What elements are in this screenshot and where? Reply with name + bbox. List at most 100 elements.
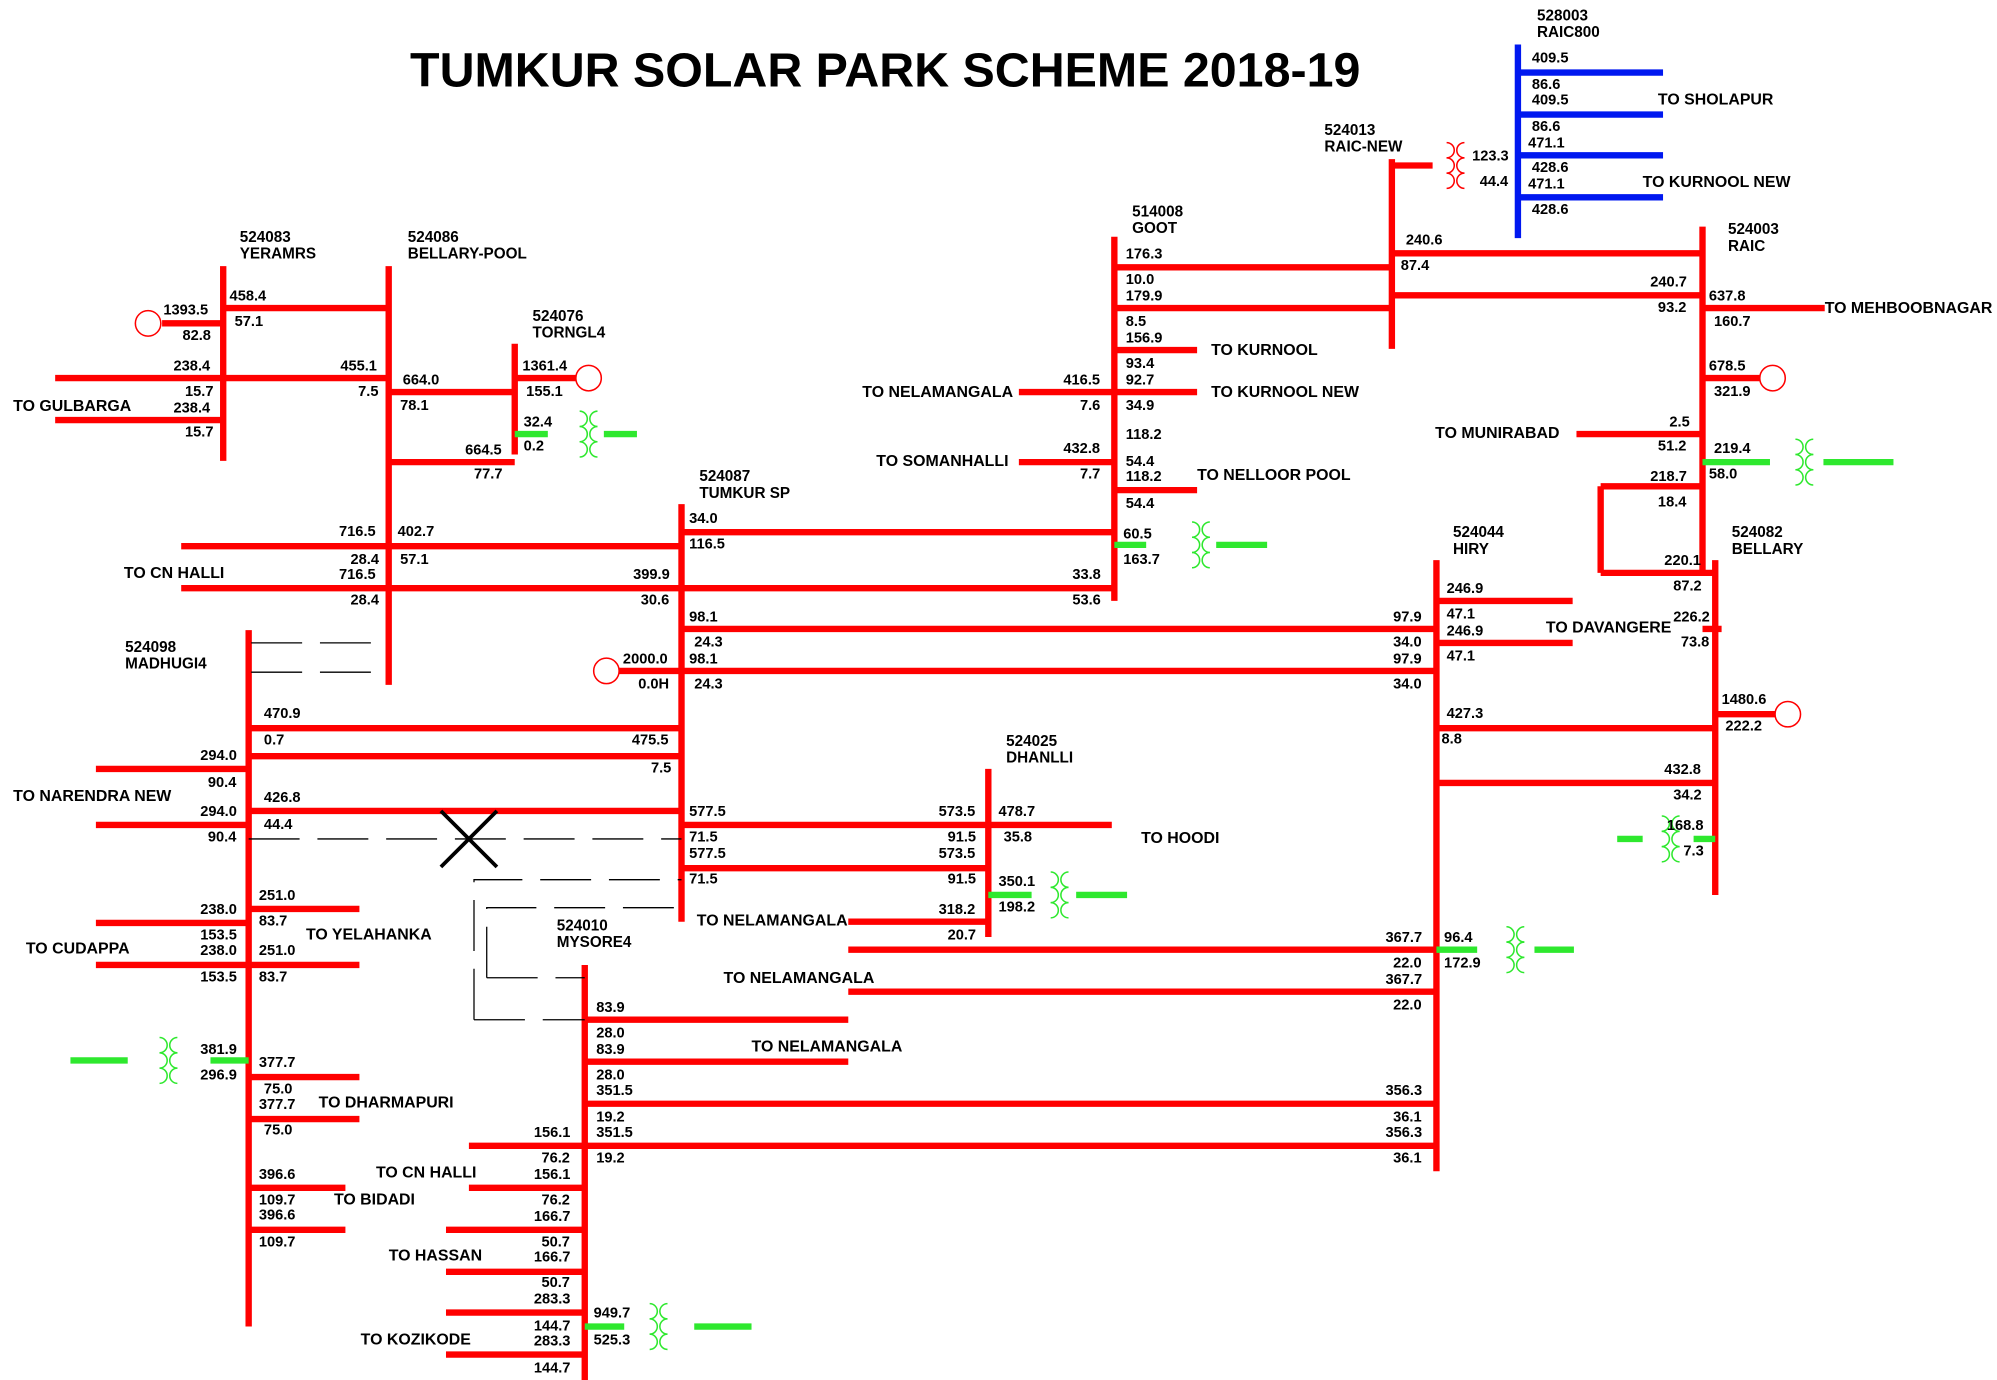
flow-value: 220.1 <box>1664 553 1701 569</box>
flow-value: 35.8 <box>1004 829 1032 845</box>
flow-value: 75.0 <box>264 1082 292 1098</box>
flow-value: 36.1 <box>1393 1110 1421 1126</box>
flow-value: 144.7 <box>534 1318 571 1334</box>
bus-number: 524044 <box>1453 524 1504 541</box>
flow-value: 577.5 <box>689 804 726 820</box>
transformer-coil <box>650 1334 658 1349</box>
transformer-coil <box>1051 903 1059 918</box>
flow-value: 19.2 <box>596 1150 624 1166</box>
flow-value: 166.7 <box>534 1209 571 1225</box>
transformer-coil <box>1672 847 1680 862</box>
flow-value: 296.9 <box>200 1068 237 1084</box>
transformer-coil <box>1447 173 1455 188</box>
transformer-coil <box>650 1319 658 1334</box>
flow-value: 57.1 <box>400 552 428 568</box>
destination-label: TO GULBARGA <box>13 398 132 415</box>
flow-value: 144.7 <box>534 1360 571 1376</box>
transformer-coil <box>160 1038 168 1053</box>
bus-name: TUMKUR SP <box>699 485 790 502</box>
flow-value: 246.9 <box>1447 581 1484 597</box>
page: {"title": "TUMKUR SOLAR PARK SCHEME 2018… <box>0 0 1997 1380</box>
flow-value: 367.7 <box>1386 930 1423 946</box>
transformer-coil <box>1506 957 1514 972</box>
flow-value: 47.1 <box>1447 607 1475 623</box>
flow-value: 351.5 <box>596 1083 633 1099</box>
flow-value: 34.2 <box>1673 787 1701 803</box>
flow-value: 109.7 <box>259 1192 296 1208</box>
transformer-coil <box>1202 537 1210 552</box>
flow-value: 156.9 <box>1126 330 1163 346</box>
destination-label: TO KURNOOL NEW <box>1643 174 1791 191</box>
flow-value: 93.4 <box>1126 356 1155 372</box>
flow-value: 283.3 <box>534 1334 571 1350</box>
flow-value: 318.2 <box>939 902 976 918</box>
destination-label: TO NELLOOR POOL <box>1197 467 1351 484</box>
flow-value: 416.5 <box>1063 372 1100 388</box>
transformer-coil <box>1192 537 1200 552</box>
bus-name: GOOT <box>1132 220 1178 237</box>
transformer-coil <box>1051 887 1059 902</box>
flow-value: 8.5 <box>1126 314 1146 330</box>
bus-number: 524083 <box>240 229 291 246</box>
destination-label: TO NELAMANGALA <box>724 970 875 987</box>
flow-value: 377.7 <box>259 1097 296 1113</box>
flow-value: 475.5 <box>632 733 669 749</box>
transformer-coil <box>590 426 598 441</box>
flow-value: 92.7 <box>1126 372 1154 388</box>
flow-value: 7.3 <box>1683 843 1703 859</box>
transformer-coil <box>590 411 598 426</box>
transformer-coil <box>1806 470 1814 485</box>
transformer-coil <box>1192 553 1200 568</box>
flow-value: 637.8 <box>1709 288 1746 304</box>
flow-value: 166.7 <box>534 1250 571 1266</box>
flow-value: 44.4 <box>264 817 293 833</box>
transformer-coil <box>170 1053 178 1068</box>
transformer-coil <box>1051 872 1059 887</box>
flow-value: 240.7 <box>1650 274 1687 290</box>
flow-value: 219.4 <box>1714 441 1751 457</box>
generator <box>1760 365 1785 390</box>
flow-value: 73.8 <box>1681 635 1709 651</box>
flow-value: 156.1 <box>534 1167 571 1183</box>
bus-name: MYSORE4 <box>557 934 632 951</box>
destination-label: TO NELAMANGALA <box>697 913 848 930</box>
destination-label: TO DHARMAPURI <box>319 1095 454 1112</box>
flow-value: 90.4 <box>208 829 237 845</box>
transformer-coil <box>170 1068 178 1083</box>
flow-value: 91.5 <box>948 872 976 888</box>
destination-label: TO YELAHANKA <box>306 927 432 944</box>
transformer-coil <box>1457 143 1465 158</box>
transformer-coil <box>1517 927 1525 942</box>
network-lines <box>55 45 1893 1380</box>
flow-value: 573.5 <box>939 846 976 862</box>
flow-value: 1361.4 <box>522 358 568 374</box>
flow-value: 356.3 <box>1386 1083 1423 1099</box>
flow-value: 96.4 <box>1444 930 1473 946</box>
flow-value: 427.3 <box>1447 706 1484 722</box>
transformer-coil <box>1795 470 1803 485</box>
bus-number: 524087 <box>699 468 750 485</box>
flow-value: 78.1 <box>400 398 428 414</box>
destination-label: TO NELAMANGALA <box>752 1039 903 1056</box>
bus-name: DHANLLI <box>1006 750 1073 767</box>
transformer-coil <box>170 1038 178 1053</box>
flow-value: 10.0 <box>1126 272 1154 288</box>
flow-value: 226.2 <box>1673 609 1710 625</box>
flow-value: 1393.5 <box>163 302 208 318</box>
flow-value: 116.5 <box>689 537 725 553</box>
transformer-coil <box>1506 942 1514 957</box>
flow-value: 7.5 <box>651 761 671 777</box>
flow-value: 367.7 <box>1386 972 1423 988</box>
flow-value: 664.0 <box>403 372 440 388</box>
flow-value: 123.3 <box>1472 148 1509 164</box>
flow-value: 7.6 <box>1080 398 1100 414</box>
bus-number: 524003 <box>1728 221 1779 238</box>
flow-value: 1480.6 <box>1722 692 1767 708</box>
transformer-coil <box>1061 872 1069 887</box>
bus-number: 524082 <box>1732 524 1783 541</box>
flow-value: 402.7 <box>398 524 435 540</box>
flow-value: 36.1 <box>1393 1150 1421 1166</box>
flow-value: 32.4 <box>524 414 553 430</box>
flow-value: 428.6 <box>1532 202 1569 218</box>
flow-value: 86.6 <box>1532 119 1560 135</box>
